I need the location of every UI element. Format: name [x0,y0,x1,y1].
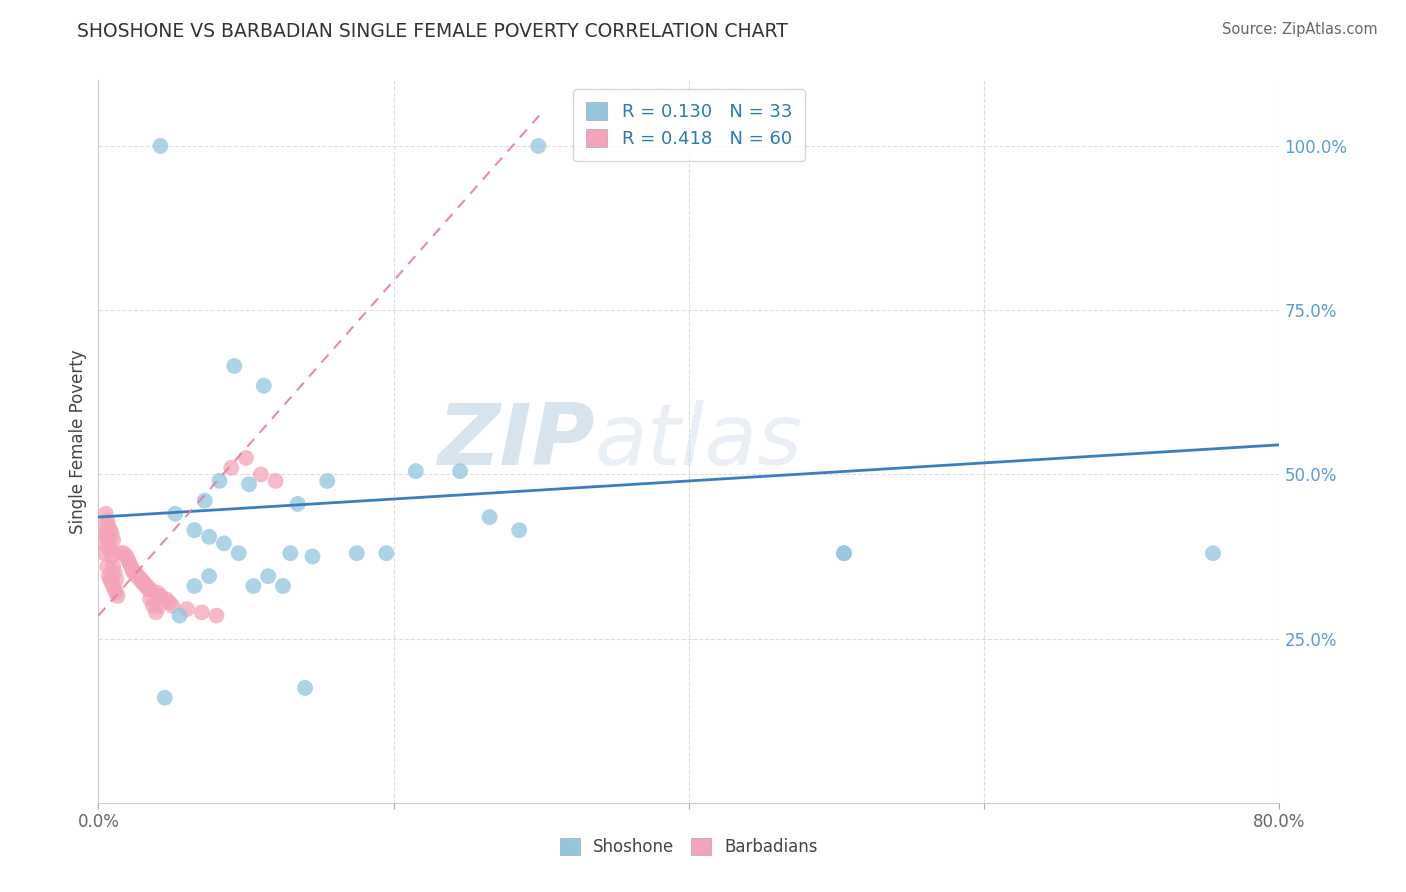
Point [128,573,150,587]
Point [208,474,231,488]
Point [146,585,169,599]
Point [449,464,471,478]
Point [103,579,125,593]
Point [832,546,855,560]
Text: SHOSHONE VS BARBADIAN SINGLE FEMALE POVERTY CORRELATION CHART: SHOSHONE VS BARBADIAN SINGLE FEMALE POVE… [77,22,789,41]
Point [145,605,167,619]
Point [122,566,145,580]
Point [162,599,183,613]
Point [169,608,191,623]
Point [124,566,146,580]
Point [375,546,398,560]
Point [97,536,120,550]
Point [105,573,128,587]
Point [100,549,122,564]
Point [301,549,323,564]
Text: ZIP: ZIP [437,400,595,483]
Point [104,582,127,597]
Point [94,526,117,541]
Text: Source: ZipAtlas.com: Source: ZipAtlas.com [1222,22,1378,37]
Point [346,546,368,560]
Point [96,559,118,574]
Point [280,546,302,560]
Text: atlas: atlas [595,400,803,483]
Point [250,467,273,482]
Point [183,579,205,593]
Point [100,526,122,541]
Point [183,523,205,537]
Point [832,546,855,560]
Point [112,546,135,560]
Point [149,139,172,153]
Point [120,559,142,574]
Point [1202,546,1225,560]
Point [125,569,148,583]
Point [117,553,139,567]
Point [191,605,214,619]
Point [93,546,115,560]
Point [228,546,250,560]
Point [103,533,125,547]
Point [271,579,294,593]
Point [136,579,159,593]
Point [94,507,117,521]
Point [235,450,257,465]
Point [96,530,118,544]
Point [98,573,121,587]
Point [118,556,141,570]
Point [194,493,217,508]
Point [157,595,180,609]
Point [294,681,316,695]
Point [98,523,121,537]
Point [127,569,149,583]
Point [264,474,287,488]
Point [134,575,156,590]
Point [107,589,129,603]
Point [198,530,221,544]
Point [103,559,125,574]
Point [97,569,120,583]
Point [105,585,128,599]
Point [110,546,132,560]
Point [100,575,122,590]
Point [257,569,280,583]
Point [121,563,143,577]
Point [129,573,152,587]
Point [287,497,309,511]
Point [508,523,530,537]
Point [224,359,246,373]
Point [153,690,176,705]
Point [316,474,339,488]
Point [98,542,121,557]
Point [176,602,198,616]
Point [242,579,264,593]
Point [165,507,187,521]
Point [91,536,114,550]
Point [149,589,172,603]
Point [155,592,177,607]
Point [478,510,501,524]
Point [132,575,155,590]
Point [198,569,221,583]
Point [142,599,165,613]
Point [97,520,120,534]
Point [138,582,160,597]
Point [115,549,138,564]
Point [527,139,550,153]
Point [238,477,260,491]
Legend: Shoshone, Barbadians: Shoshone, Barbadians [553,831,825,863]
Point [148,599,170,613]
Point [253,378,276,392]
Y-axis label: Single Female Poverty: Single Female Poverty [69,350,87,533]
Point [139,592,162,607]
Point [104,566,127,580]
Point [205,608,228,623]
Point [135,579,157,593]
Point [212,536,235,550]
Point [405,464,427,478]
Point [221,460,243,475]
Point [93,520,115,534]
Point [96,513,118,527]
Point [139,582,162,597]
